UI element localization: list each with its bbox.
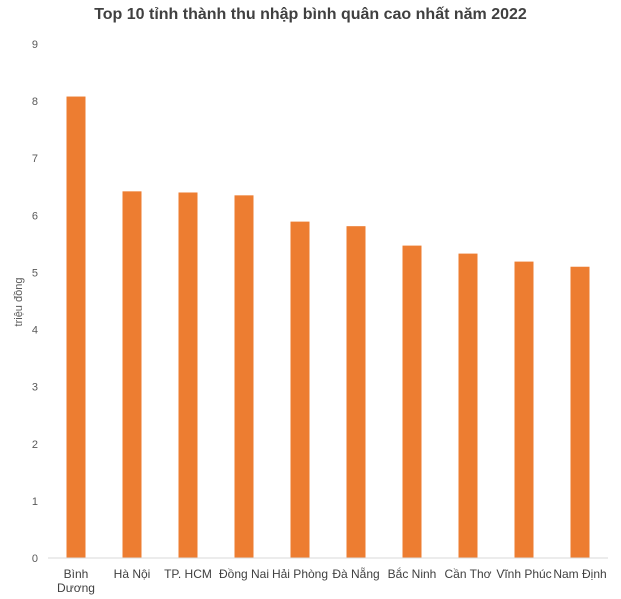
bars xyxy=(66,96,590,559)
x-tick-label: Vĩnh Phúc xyxy=(496,567,551,581)
x-tick-label: Hà Nội xyxy=(114,567,151,581)
bar xyxy=(234,195,254,558)
y-axis-ticks: 0 1 2 3 4 5 6 7 8 9 xyxy=(32,39,38,565)
y-tick-label: 9 xyxy=(32,39,38,51)
bar xyxy=(346,226,366,558)
bar xyxy=(570,266,590,558)
y-tick-label: 4 xyxy=(32,325,38,337)
chart-title: Top 10 tỉnh thành thu nhập bình quân cao… xyxy=(94,6,527,23)
y-tick-label: 5 xyxy=(32,267,38,279)
y-tick-label: 1 xyxy=(32,496,38,508)
x-tick-label: Nam Định xyxy=(553,567,606,581)
x-tick-label: Bắc Ninh xyxy=(388,566,437,581)
bar xyxy=(122,191,142,558)
x-tick-label: Bình Dương xyxy=(57,567,95,595)
bar xyxy=(514,261,534,558)
x-tick-label: TP. HCM xyxy=(164,567,212,581)
x-tick-label: Đà Nẵng xyxy=(332,566,379,581)
y-tick-label: 0 xyxy=(32,553,38,565)
y-axis-title: triệu đồng xyxy=(13,278,25,327)
bar xyxy=(458,253,478,558)
y-tick-label: 7 xyxy=(32,153,38,165)
x-axis-category-labels: Bình Dương Hà Nội TP. HCM Đồng Nai Hải Phòng Đ… xyxy=(57,566,607,595)
bar xyxy=(66,96,86,558)
bar xyxy=(178,192,198,558)
y-tick-label: 3 xyxy=(32,382,38,394)
x-tick-label: Cần Thơ xyxy=(444,567,491,581)
y-tick-label: 2 xyxy=(32,439,38,451)
bar xyxy=(402,245,422,558)
x-tick-label: Đồng Nai xyxy=(219,567,269,581)
y-tick-label: 6 xyxy=(32,210,38,222)
x-tick-label: Hải Phòng xyxy=(272,567,328,581)
y-tick-label: 8 xyxy=(32,96,38,108)
bar xyxy=(290,221,310,559)
